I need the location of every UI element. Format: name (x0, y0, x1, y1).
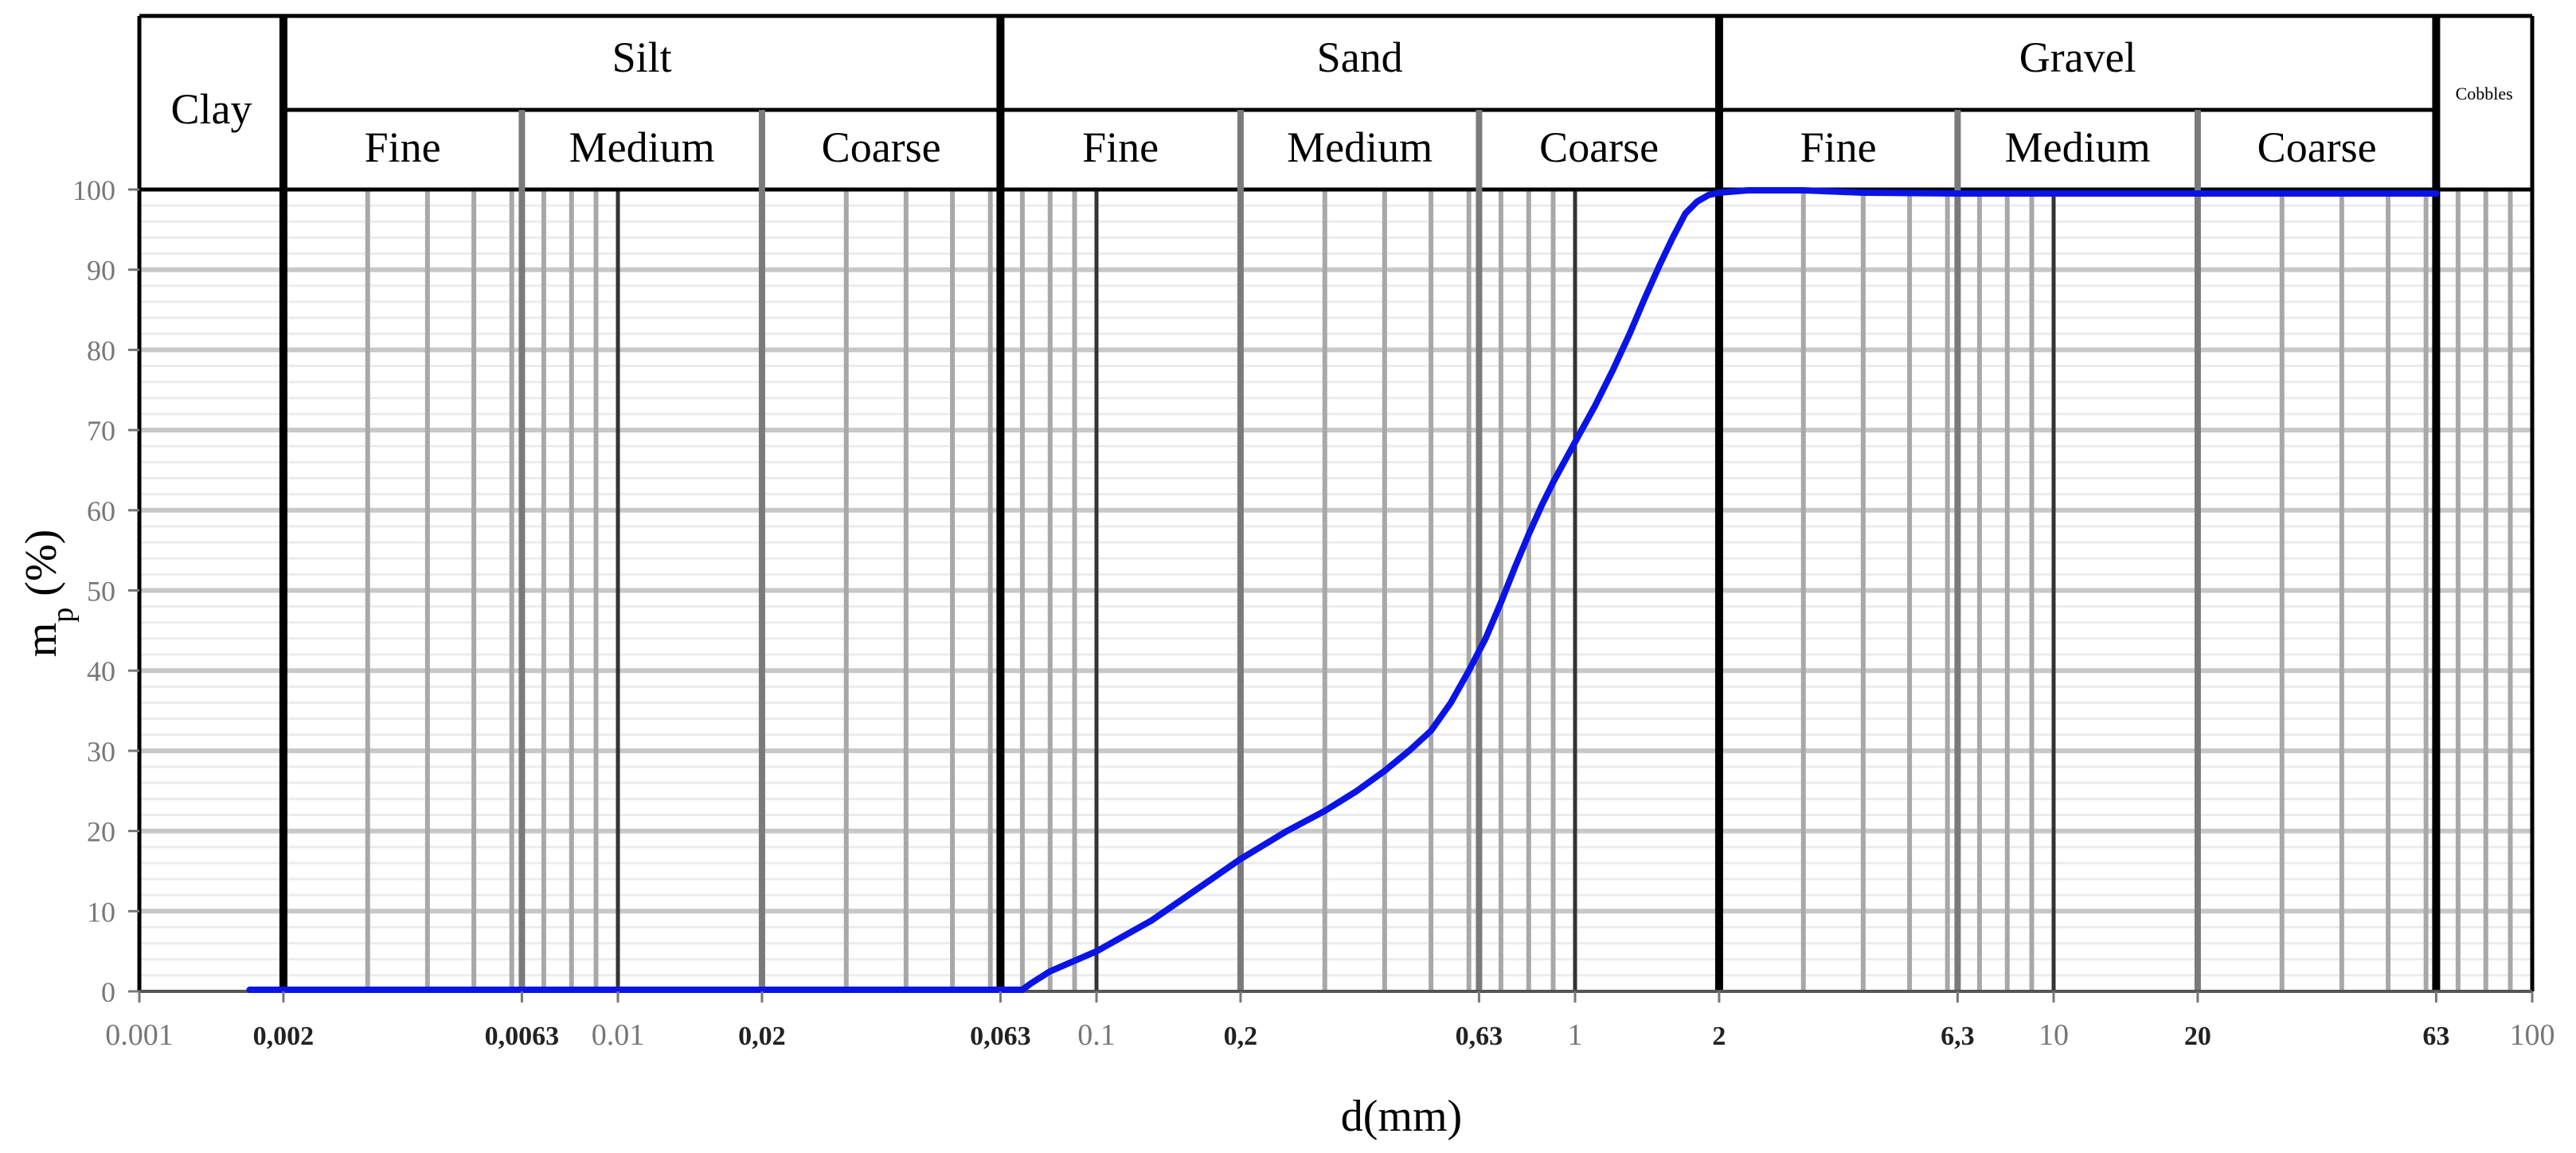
header-subclass-label: Coarse (2257, 123, 2377, 171)
header-subclass-label: Medium (569, 123, 715, 171)
frame-layer (137, 16, 2535, 993)
x-axis-title: d(mm) (1341, 1092, 1462, 1141)
header-class-label: Gravel (2019, 33, 2136, 81)
x-tick-label: 6,3 (1941, 1022, 1975, 1051)
y-axis-title-main: m (17, 623, 66, 658)
x-axis-ticks: 0.001 0,002 0,0063 0.01 0,02 0,063 0.1 0,2 0,63 1… (105, 991, 2555, 1052)
header-class-label: Silt (612, 33, 672, 81)
header-subclass-label: Fine (1082, 123, 1159, 171)
x-tick-label: 10 (2039, 1018, 2069, 1052)
header-subclass-label: Medium (2005, 123, 2151, 171)
x-tick-label: 100 (2510, 1018, 2555, 1052)
y-axis-ticks: 0 10 20 30 40 50 60 70 80 90 100 (72, 174, 139, 1008)
x-tick-label: 0,0063 (485, 1022, 560, 1051)
x-tick-label: 1 (1568, 1018, 1583, 1052)
header-subclass-label: Fine (365, 123, 441, 171)
header-subclass-label: Fine (1800, 123, 1877, 171)
x-tick-label: 0,02 (738, 1022, 786, 1051)
grid-layer (139, 190, 2532, 991)
y-tick-label: 90 (87, 255, 115, 287)
y-axis-title-rest: (%) (17, 530, 66, 608)
x-tick-label: 0,002 (253, 1022, 315, 1051)
y-tick-label: 30 (87, 736, 115, 768)
x-tick-label: 0,063 (970, 1022, 1031, 1051)
y-tick-label: 70 (87, 415, 115, 447)
header-class-label: Clay (170, 85, 252, 133)
header-subclass-label: Medium (1287, 123, 1433, 171)
series-layer (246, 187, 2440, 993)
header-class-label: Sand (1317, 33, 1403, 81)
x-tick-label: 0.1 (1077, 1018, 1116, 1052)
header-subclass-label: Coarse (1539, 123, 1659, 171)
x-tick-label: 0,63 (1456, 1022, 1503, 1051)
y-tick-label: 0 (101, 976, 115, 1008)
y-axis-title-sub: p (46, 608, 80, 623)
y-tick-label: 80 (87, 334, 115, 366)
y-tick-label: 20 (87, 816, 115, 848)
x-tick-label: 20 (2184, 1022, 2211, 1051)
x-tick-label: 0,2 (1224, 1022, 1258, 1051)
x-tick-label: 2 (1712, 1022, 1726, 1051)
y-axis-title: mp (%) (17, 530, 80, 658)
y-tick-label: 60 (87, 495, 115, 527)
x-tick-label: 63 (2422, 1022, 2449, 1051)
y-tick-label: 40 (87, 655, 115, 687)
x-tick-label: 0.001 (105, 1018, 174, 1052)
header-class-label: Cobbles (2456, 84, 2513, 104)
header-subclass-label: Coarse (822, 123, 941, 171)
y-tick-label: 50 (87, 576, 115, 608)
soil-class-header: Clay Silt Fine Medium Coarse Sand Fine Medium Co… (139, 14, 2532, 192)
series-line (246, 187, 2440, 993)
y-tick-label: 100 (72, 174, 115, 206)
x-tick-label: 0.01 (592, 1018, 645, 1052)
y-tick-label: 10 (87, 896, 115, 928)
